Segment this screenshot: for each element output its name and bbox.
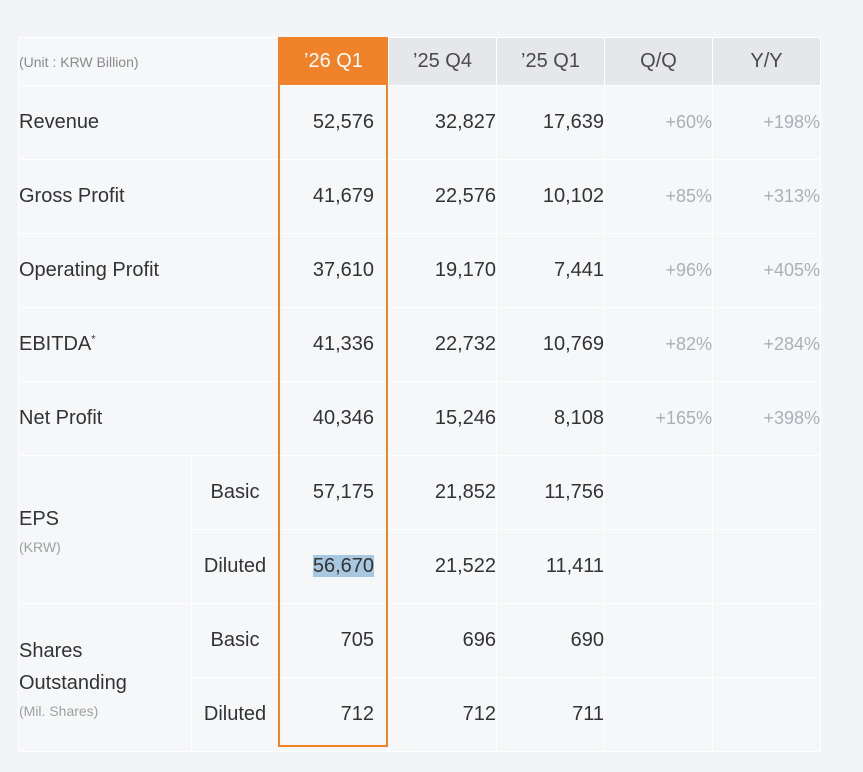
selected-text[interactable]: 56,670 — [312, 555, 375, 577]
yy-cell: +284% — [712, 307, 822, 382]
value-cell: 11,411 — [496, 529, 606, 604]
sub-label-basic: Basic — [190, 455, 280, 530]
value-cell: 40,346 — [278, 381, 390, 456]
empty-cell — [604, 677, 714, 752]
footnote-asterisk: * — [91, 333, 96, 346]
value-cell: 52,576 — [278, 85, 390, 160]
qq-cell: +165% — [604, 381, 714, 456]
header-row: (Unit : KRW Billion) ’26 Q1 ’25 Q4 ’25 Q… — [17, 37, 822, 86]
empty-cell — [712, 455, 822, 530]
value-cell: 10,769 — [496, 307, 606, 382]
shares-unit: (Mil. Shares) — [19, 702, 99, 719]
sub-label-basic: Basic — [190, 603, 280, 678]
row-label: Operating Profit — [17, 233, 280, 308]
empty-cell — [604, 529, 714, 604]
value-cell: 712 — [388, 677, 498, 752]
value-cell: 711 — [496, 677, 606, 752]
yy-cell: +405% — [712, 233, 822, 308]
column-header-yy: Y/Y — [712, 37, 822, 86]
shares-label-line2: Outstanding — [19, 671, 127, 694]
table-row-eps-basic: EPS (KRW) Basic 57,175 21,852 11,756 — [18, 455, 822, 604]
value-cell: 22,576 — [388, 159, 498, 234]
table-row-operating-profit: Operating Profit 37,610 19,170 7,441 +96… — [17, 233, 822, 308]
empty-cell — [604, 603, 714, 678]
value-cell: 37,610 — [278, 233, 390, 308]
column-header-26q1: ’26 Q1 — [278, 37, 390, 86]
eps-group-label: EPS (KRW) — [18, 455, 192, 604]
shares-label-line1: Shares — [19, 639, 83, 662]
value-cell: 8,108 — [496, 381, 606, 456]
value-cell: 19,170 — [388, 233, 498, 308]
table-row-shares-diluted: Diluted 712 712 711 — [19, 677, 822, 752]
column-header-25q4: ’25 Q4 — [388, 37, 498, 86]
column-header-qq: Q/Q — [604, 37, 714, 86]
table-row-net-profit: Net Profit 40,346 15,246 8,108 +165% +39… — [17, 381, 822, 456]
sub-label-diluted: Diluted — [190, 677, 280, 752]
yy-cell: +398% — [712, 381, 822, 456]
table-row-eps-diluted: Diluted 56,670 21,522 11,411 — [19, 529, 822, 604]
value-cell: 57,175 — [278, 455, 390, 530]
table-row-ebitda: EBITDA* 41,336 22,732 10,769 +82% +284% — [17, 307, 822, 382]
value-cell: 705 — [278, 603, 390, 678]
table-row-shares-basic: Shares Outstanding (Mil. Shares) Basic 705… — [18, 603, 822, 752]
value-cell: 32,827 — [388, 85, 498, 160]
shares-group-label: Shares Outstanding (Mil. Shares) — [18, 603, 192, 752]
table-row-revenue: Revenue 52,576 32,827 17,639 +60% +198% — [17, 85, 822, 160]
value-cell: 22,732 — [388, 307, 498, 382]
value-cell: 17,639 — [496, 85, 606, 160]
qq-cell: +85% — [604, 159, 714, 234]
value-cell: 56,670 — [278, 529, 390, 604]
value-cell: 10,102 — [496, 159, 606, 234]
value-cell: 7,441 — [496, 233, 606, 308]
value-cell: 21,852 — [388, 455, 498, 530]
eps-unit: (KRW) — [19, 538, 61, 555]
qq-cell: +60% — [604, 85, 714, 160]
row-label: Revenue — [17, 85, 280, 160]
unit-label: (Unit : KRW Billion) — [17, 37, 280, 86]
value-cell: 712 — [278, 677, 390, 752]
value-cell: 11,756 — [496, 455, 606, 530]
row-label: EBITDA* — [17, 307, 280, 382]
qq-cell: +82% — [604, 307, 714, 382]
row-label-text: EBITDA — [19, 333, 92, 355]
value-cell: 690 — [496, 603, 606, 678]
eps-label: EPS — [19, 507, 60, 530]
row-label: Gross Profit — [17, 159, 280, 234]
empty-cell — [712, 529, 822, 604]
empty-cell — [712, 677, 822, 752]
yy-cell: +198% — [712, 85, 822, 160]
value-cell: 696 — [388, 603, 498, 678]
empty-cell — [604, 455, 714, 530]
value-cell: 41,336 — [278, 307, 390, 382]
table-row-gross-profit: Gross Profit 41,679 22,576 10,102 +85% +… — [17, 159, 822, 234]
row-label: Net Profit — [17, 381, 280, 456]
financial-summary-table: (Unit : KRW Billion) ’26 Q1 ’25 Q4 ’25 Q… — [17, 37, 822, 752]
yy-cell: +313% — [712, 159, 822, 234]
column-header-25q1: ’25 Q1 — [496, 37, 606, 86]
value-cell: 41,679 — [278, 159, 390, 234]
value-cell: 21,522 — [388, 529, 498, 604]
value-cell: 15,246 — [388, 381, 498, 456]
qq-cell: +96% — [604, 233, 714, 308]
sub-label-diluted: Diluted — [190, 529, 280, 604]
empty-cell — [712, 603, 822, 678]
